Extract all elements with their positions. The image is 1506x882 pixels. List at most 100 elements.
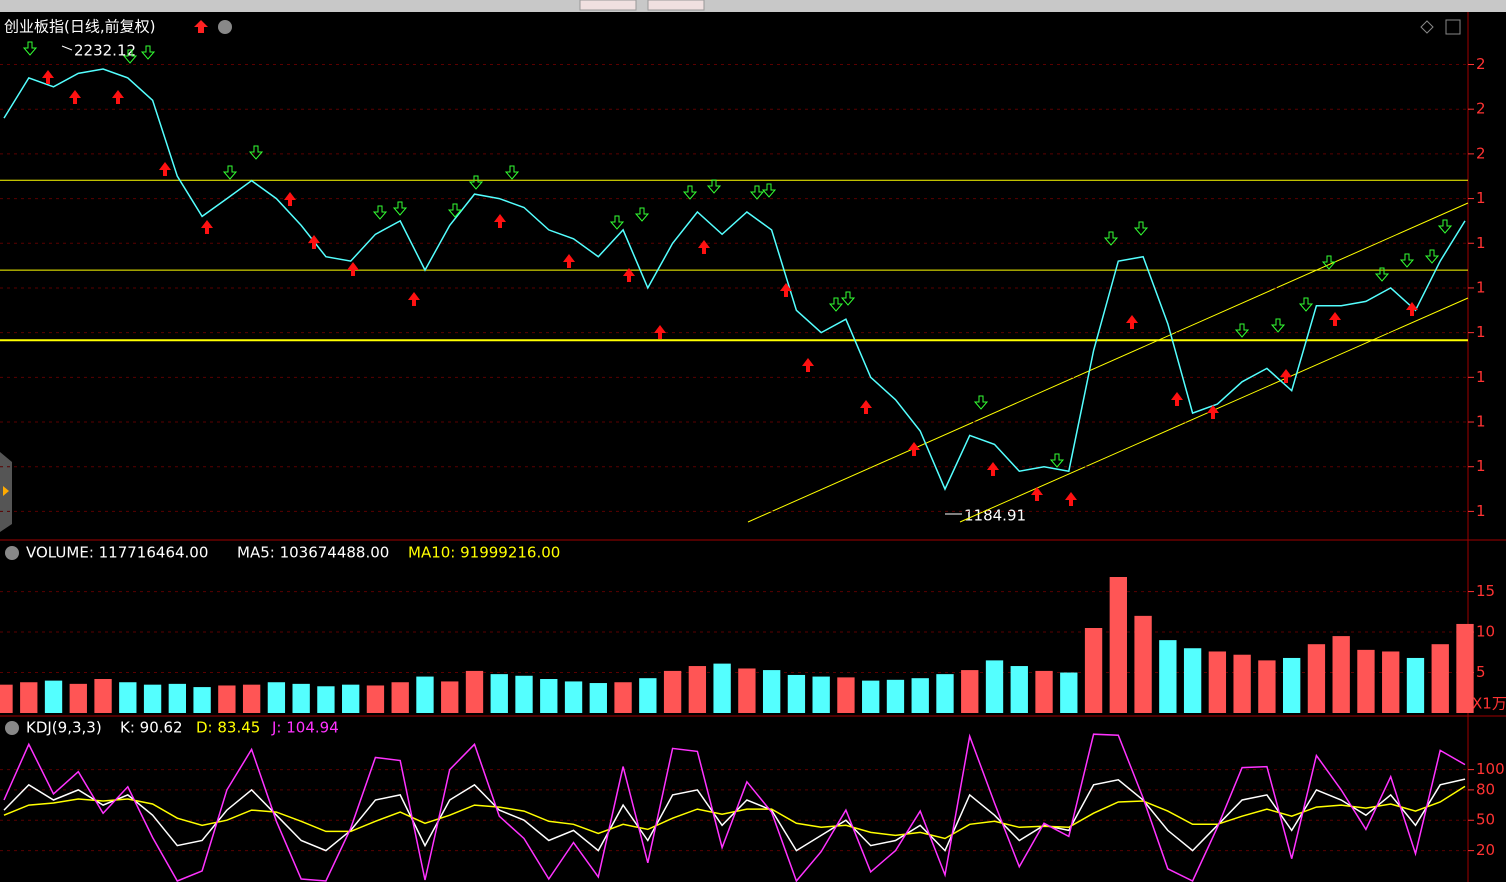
tab[interactable] [579,0,637,11]
sell-signal [1298,297,1314,312]
buy-signal [69,90,81,104]
buy-signal [1065,492,1077,506]
volume-bar [218,685,236,713]
annotation: 2232.12 [74,42,136,60]
sell-signal [468,175,484,190]
window-button[interactable] [1445,19,1461,35]
legend-entry: D: 83.45 [196,719,260,737]
volume-bar [44,680,63,713]
volume-bar [515,675,533,713]
volume-bar [688,666,707,713]
annotation: 1184.91 [964,507,1026,525]
buy-signal [860,400,872,414]
volume-bar [1060,672,1078,713]
volume-bar [1406,657,1425,713]
volume-bar [416,676,434,713]
volume-bar [193,687,211,713]
y-tick-label: 2 [1476,55,1486,73]
buy-signal [308,235,320,249]
volume-bar [589,683,607,713]
buy-signal [654,325,666,339]
buy-signal [1406,302,1418,316]
volume-bar [143,684,162,713]
sell-signal [1374,267,1390,282]
sell-signal [1234,323,1250,338]
icon[interactable] [5,546,19,560]
volume-bar [391,682,409,713]
volume-bar [862,680,880,713]
volume-bar [1134,615,1152,713]
volume-bar [886,679,905,713]
y-tick-label: 5 [1476,663,1486,681]
chart-title: 创业板指(日线,前复权) [4,18,155,36]
buy-signal [408,292,420,306]
y-tick-label: 50 [1476,811,1495,829]
sell-signal [634,207,650,222]
buy-signal [284,192,296,206]
volume-bar [490,674,508,713]
icon[interactable] [218,20,232,34]
y-tick-label: 20 [1476,841,1495,859]
sell-signal [248,145,264,160]
volume-bar [961,670,979,713]
tab[interactable] [647,0,705,11]
volume-bar [837,677,855,713]
legend-entry: MA5: 103674488.00 [237,544,389,562]
y-tick-label: 1 [1476,234,1486,252]
volume-bar [1084,628,1103,713]
volume-bar [1208,651,1227,713]
sell-signal [1321,255,1337,270]
volume-bar [1282,657,1301,713]
y-tick-label: 2 [1476,100,1486,118]
y-tick-label: 100 [1476,760,1505,778]
axis-unit: X1万 [1472,695,1506,713]
y-tick-label: 15 [1476,582,1495,600]
volume-bar [94,679,112,713]
y-tick-label: 10 [1476,623,1495,641]
y-tick-label: 1 [1476,368,1486,386]
volume-bar [1258,660,1276,713]
volume-bar [1035,670,1053,713]
buy-signal [159,162,171,176]
trend-line [747,202,1469,523]
y-tick-label: 1 [1476,457,1486,475]
volume-bar [1357,649,1375,713]
window-button[interactable] [1420,20,1434,34]
volume-bar [1159,640,1177,713]
buy-signal [1329,312,1341,326]
volume-bar [342,684,360,713]
sell-signal [1437,219,1453,234]
volume-bar [540,679,558,713]
sell-signal [1103,231,1119,246]
volume-bar [762,670,781,713]
buy-signal [347,262,359,276]
sell-signal [1049,453,1065,468]
sell-signal [609,215,625,230]
sell-signal [706,179,722,194]
volume-bar [69,683,87,713]
buy-signal [1207,405,1219,419]
legend-entry: VOLUME: 117716464.00 [26,544,208,562]
sell-signal [682,185,698,200]
sell-signal [1424,249,1440,264]
icon[interactable] [5,721,19,735]
volume-bar [812,676,830,713]
menu-bar [0,0,1506,12]
series-line [3,68,1466,491]
buy-signal [698,240,710,254]
volume-bar [564,681,583,713]
legend-entry: MA10: 91999216.00 [408,544,560,562]
y-tick-label: 1 [1476,323,1486,341]
volume-bar [639,678,657,713]
volume-bar [1431,644,1449,713]
volume-bar [465,670,484,713]
volume-bar [168,683,187,713]
buy-signal [802,358,814,372]
sell-signal [1270,318,1286,333]
panel-title: KDJ(9,3,3) [26,719,102,737]
sell-signal [447,203,463,218]
volume-bar [119,682,137,713]
volume-bar [1010,666,1028,713]
buy-signal [623,268,635,282]
